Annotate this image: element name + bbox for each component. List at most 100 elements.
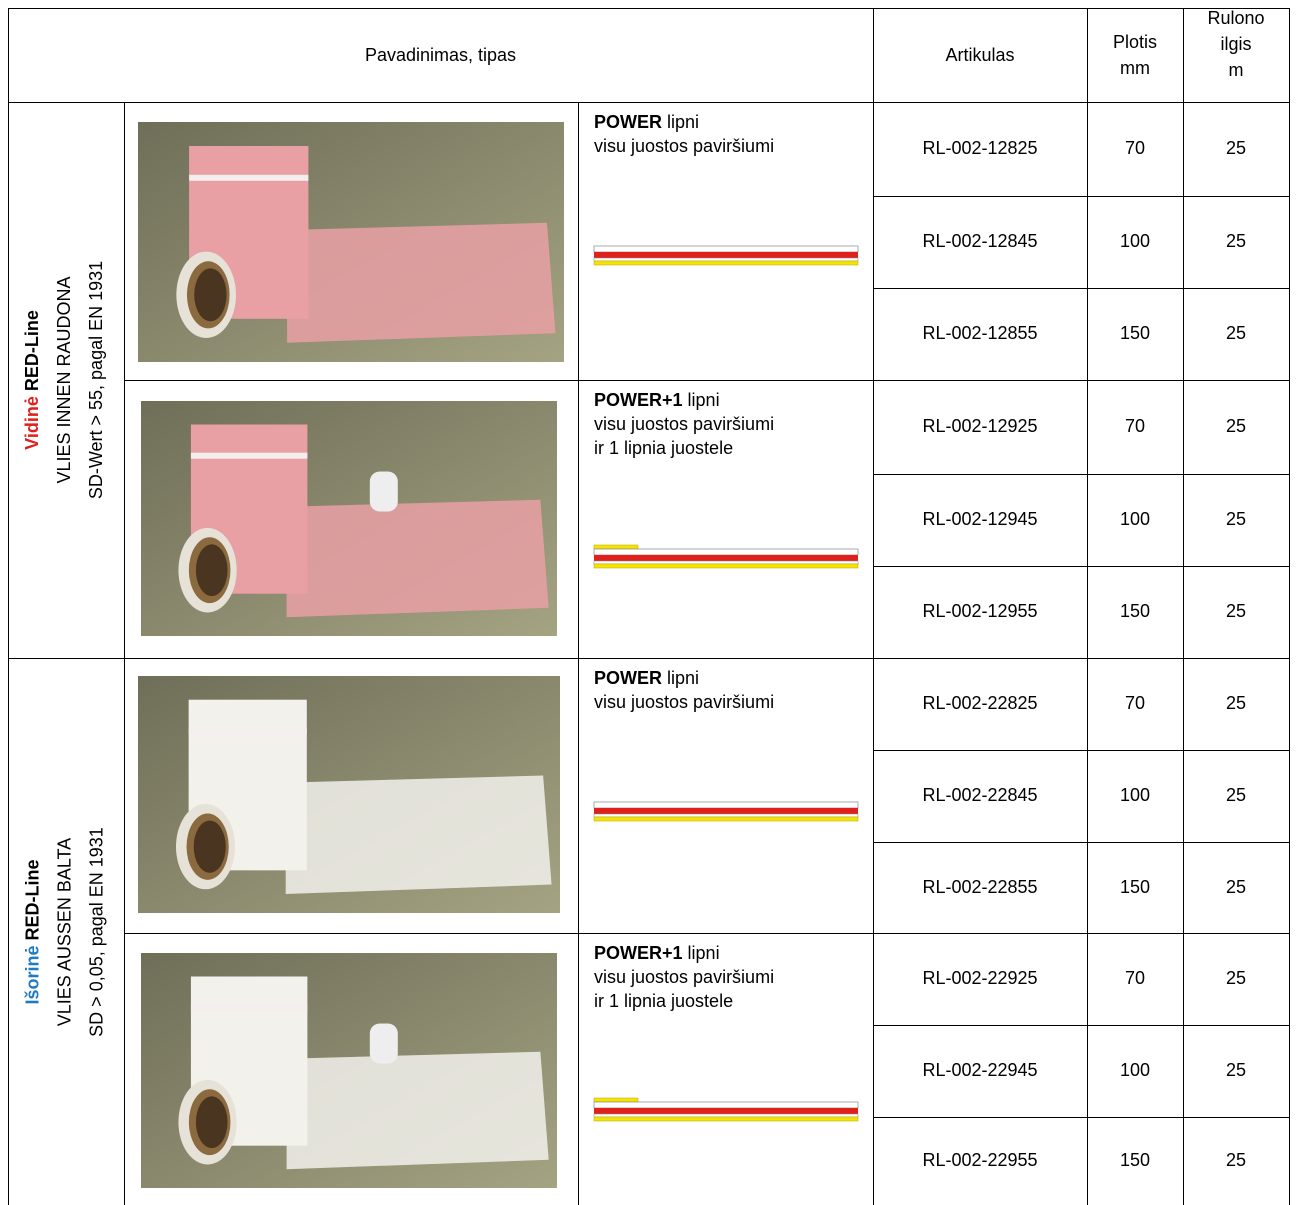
length-m: 25 — [1225, 416, 1247, 436]
article-code: RL-002-12845 — [922, 231, 1038, 251]
article-code: RL-002-12945 — [922, 509, 1038, 529]
width-mm: 100 — [1119, 1060, 1151, 1080]
table-border — [1183, 8, 1184, 1205]
product-name: POWER — [594, 112, 663, 132]
header-width: Plotis — [1112, 32, 1157, 52]
article-code: RL-002-22855 — [922, 876, 1038, 897]
table-border — [8, 102, 1290, 103]
length-m: 25 — [1225, 785, 1247, 805]
table-border — [873, 196, 1290, 197]
length-m: 25 — [1225, 323, 1247, 343]
layer-diagram — [593, 801, 859, 822]
group-kind: Vidinė — [22, 396, 42, 450]
product-name: POWER+1 — [594, 943, 683, 963]
group-title: Vidinė RED-Line — [16, 102, 48, 658]
width-mm: 70 — [1124, 693, 1146, 713]
table-border — [873, 8, 874, 1205]
header-length: m — [1228, 60, 1244, 80]
layer-diagram — [593, 245, 859, 266]
product-photo — [141, 401, 557, 636]
product-photo — [138, 122, 564, 362]
layer-diagram — [593, 544, 859, 569]
product-name: POWER — [594, 668, 663, 688]
product-name: POWER+1 — [594, 390, 683, 410]
header-width: mm — [1120, 58, 1150, 78]
table-border — [873, 1025, 1290, 1026]
length-m: 25 — [1225, 509, 1247, 529]
article-code: RL-002-22925 — [922, 968, 1038, 988]
width-mm: 150 — [1119, 323, 1151, 343]
width-mm: 100 — [1119, 785, 1151, 805]
table-border — [8, 658, 1290, 659]
width-mm: 70 — [1124, 416, 1146, 436]
group-line2: VLIES AUSSEN BALTA — [54, 837, 74, 1026]
table-border — [873, 1117, 1290, 1118]
header-name: Pavadinimas, tipas — [364, 45, 517, 65]
table-border — [873, 842, 1290, 843]
layer-diagram — [593, 1097, 859, 1122]
group-line3: SD > 0,05, pagal EN 1931 — [86, 826, 106, 1037]
product-photo — [141, 953, 557, 1188]
table-border — [578, 102, 579, 1205]
article-code: RL-002-22825 — [922, 693, 1038, 713]
width-mm: 150 — [1119, 601, 1151, 621]
product-desc-line: lipni — [667, 668, 700, 688]
table-border — [873, 566, 1290, 567]
product-photo — [138, 676, 560, 913]
article-code: RL-002-12925 — [922, 416, 1038, 436]
table-border — [1087, 8, 1088, 1205]
product-desc: POWER lipni visu juostos paviršiumi — [594, 110, 774, 158]
table-border — [873, 750, 1290, 751]
product-desc: POWER lipni visu juostos paviršiumi — [594, 666, 774, 714]
product-desc-line: visu juostos paviršiumi — [594, 136, 775, 156]
length-m: 25 — [1225, 138, 1247, 158]
length-m: 25 — [1225, 693, 1247, 713]
article-code: RL-002-22945 — [922, 1060, 1038, 1080]
length-m: 25 — [1225, 1060, 1247, 1080]
table-border — [124, 933, 1290, 934]
length-m: 25 — [1225, 968, 1247, 988]
table-border — [124, 102, 125, 1205]
header-length: Rulono — [1207, 8, 1265, 28]
group-brand: RED-Line — [22, 310, 42, 392]
group-label: Išorinė RED-Line VLIES AUSSEN BALTA SD > 0… — [16, 658, 116, 1205]
article-code: RL-002-12955 — [922, 601, 1038, 621]
product-desc: POWER+1 lipni visu juostos paviršiumi ir 1… — [594, 388, 774, 460]
group-brand: RED-Line — [22, 858, 42, 940]
product-desc-line: visu juostos paviršiumi — [594, 967, 775, 987]
group-label: Vidinė RED-Line VLIES INNEN RAUDONA SD-Wer… — [16, 102, 116, 658]
length-m: 25 — [1225, 231, 1247, 251]
product-desc-line: lipni — [667, 112, 700, 132]
article-code: RL-002-12855 — [922, 323, 1038, 343]
group-kind: Išorinė — [22, 945, 42, 1005]
product-desc-line: lipni — [687, 390, 720, 410]
table-border — [873, 288, 1290, 289]
table-border — [1289, 8, 1290, 1205]
width-mm: 70 — [1124, 968, 1146, 988]
article-code: RL-002-22955 — [922, 1150, 1038, 1170]
length-m: 25 — [1225, 601, 1247, 621]
group-line3: SD-Wert > 55, pagal EN 1931 — [86, 260, 106, 500]
width-mm: 100 — [1119, 509, 1151, 529]
width-mm: 70 — [1124, 138, 1146, 158]
product-desc-line: visu juostos paviršiumi — [594, 692, 775, 712]
header-length: ilgis — [1220, 34, 1252, 54]
header-article: Artikulas — [945, 45, 1015, 65]
product-desc-line: ir 1 lipnia juostele — [594, 991, 734, 1011]
length-m: 25 — [1225, 1150, 1247, 1170]
product-desc-line: visu juostos paviršiumi — [594, 414, 775, 434]
table-border — [873, 474, 1290, 475]
product-desc-line: ir 1 lipnia juostele — [594, 438, 734, 458]
width-mm: 150 — [1119, 1150, 1151, 1170]
width-mm: 150 — [1119, 876, 1151, 897]
table-border — [8, 8, 9, 1205]
group-title: Išorinė RED-Line — [16, 658, 48, 1205]
group-line2: VLIES INNEN RAUDONA — [54, 276, 74, 484]
width-mm: 100 — [1119, 231, 1151, 251]
table-border — [8, 8, 1290, 9]
article-code: RL-002-22845 — [922, 785, 1038, 805]
length-m: 25 — [1225, 876, 1247, 897]
product-desc: POWER+1 lipni visu juostos paviršiumi ir 1… — [594, 941, 774, 1013]
article-code: RL-002-12825 — [922, 138, 1038, 158]
